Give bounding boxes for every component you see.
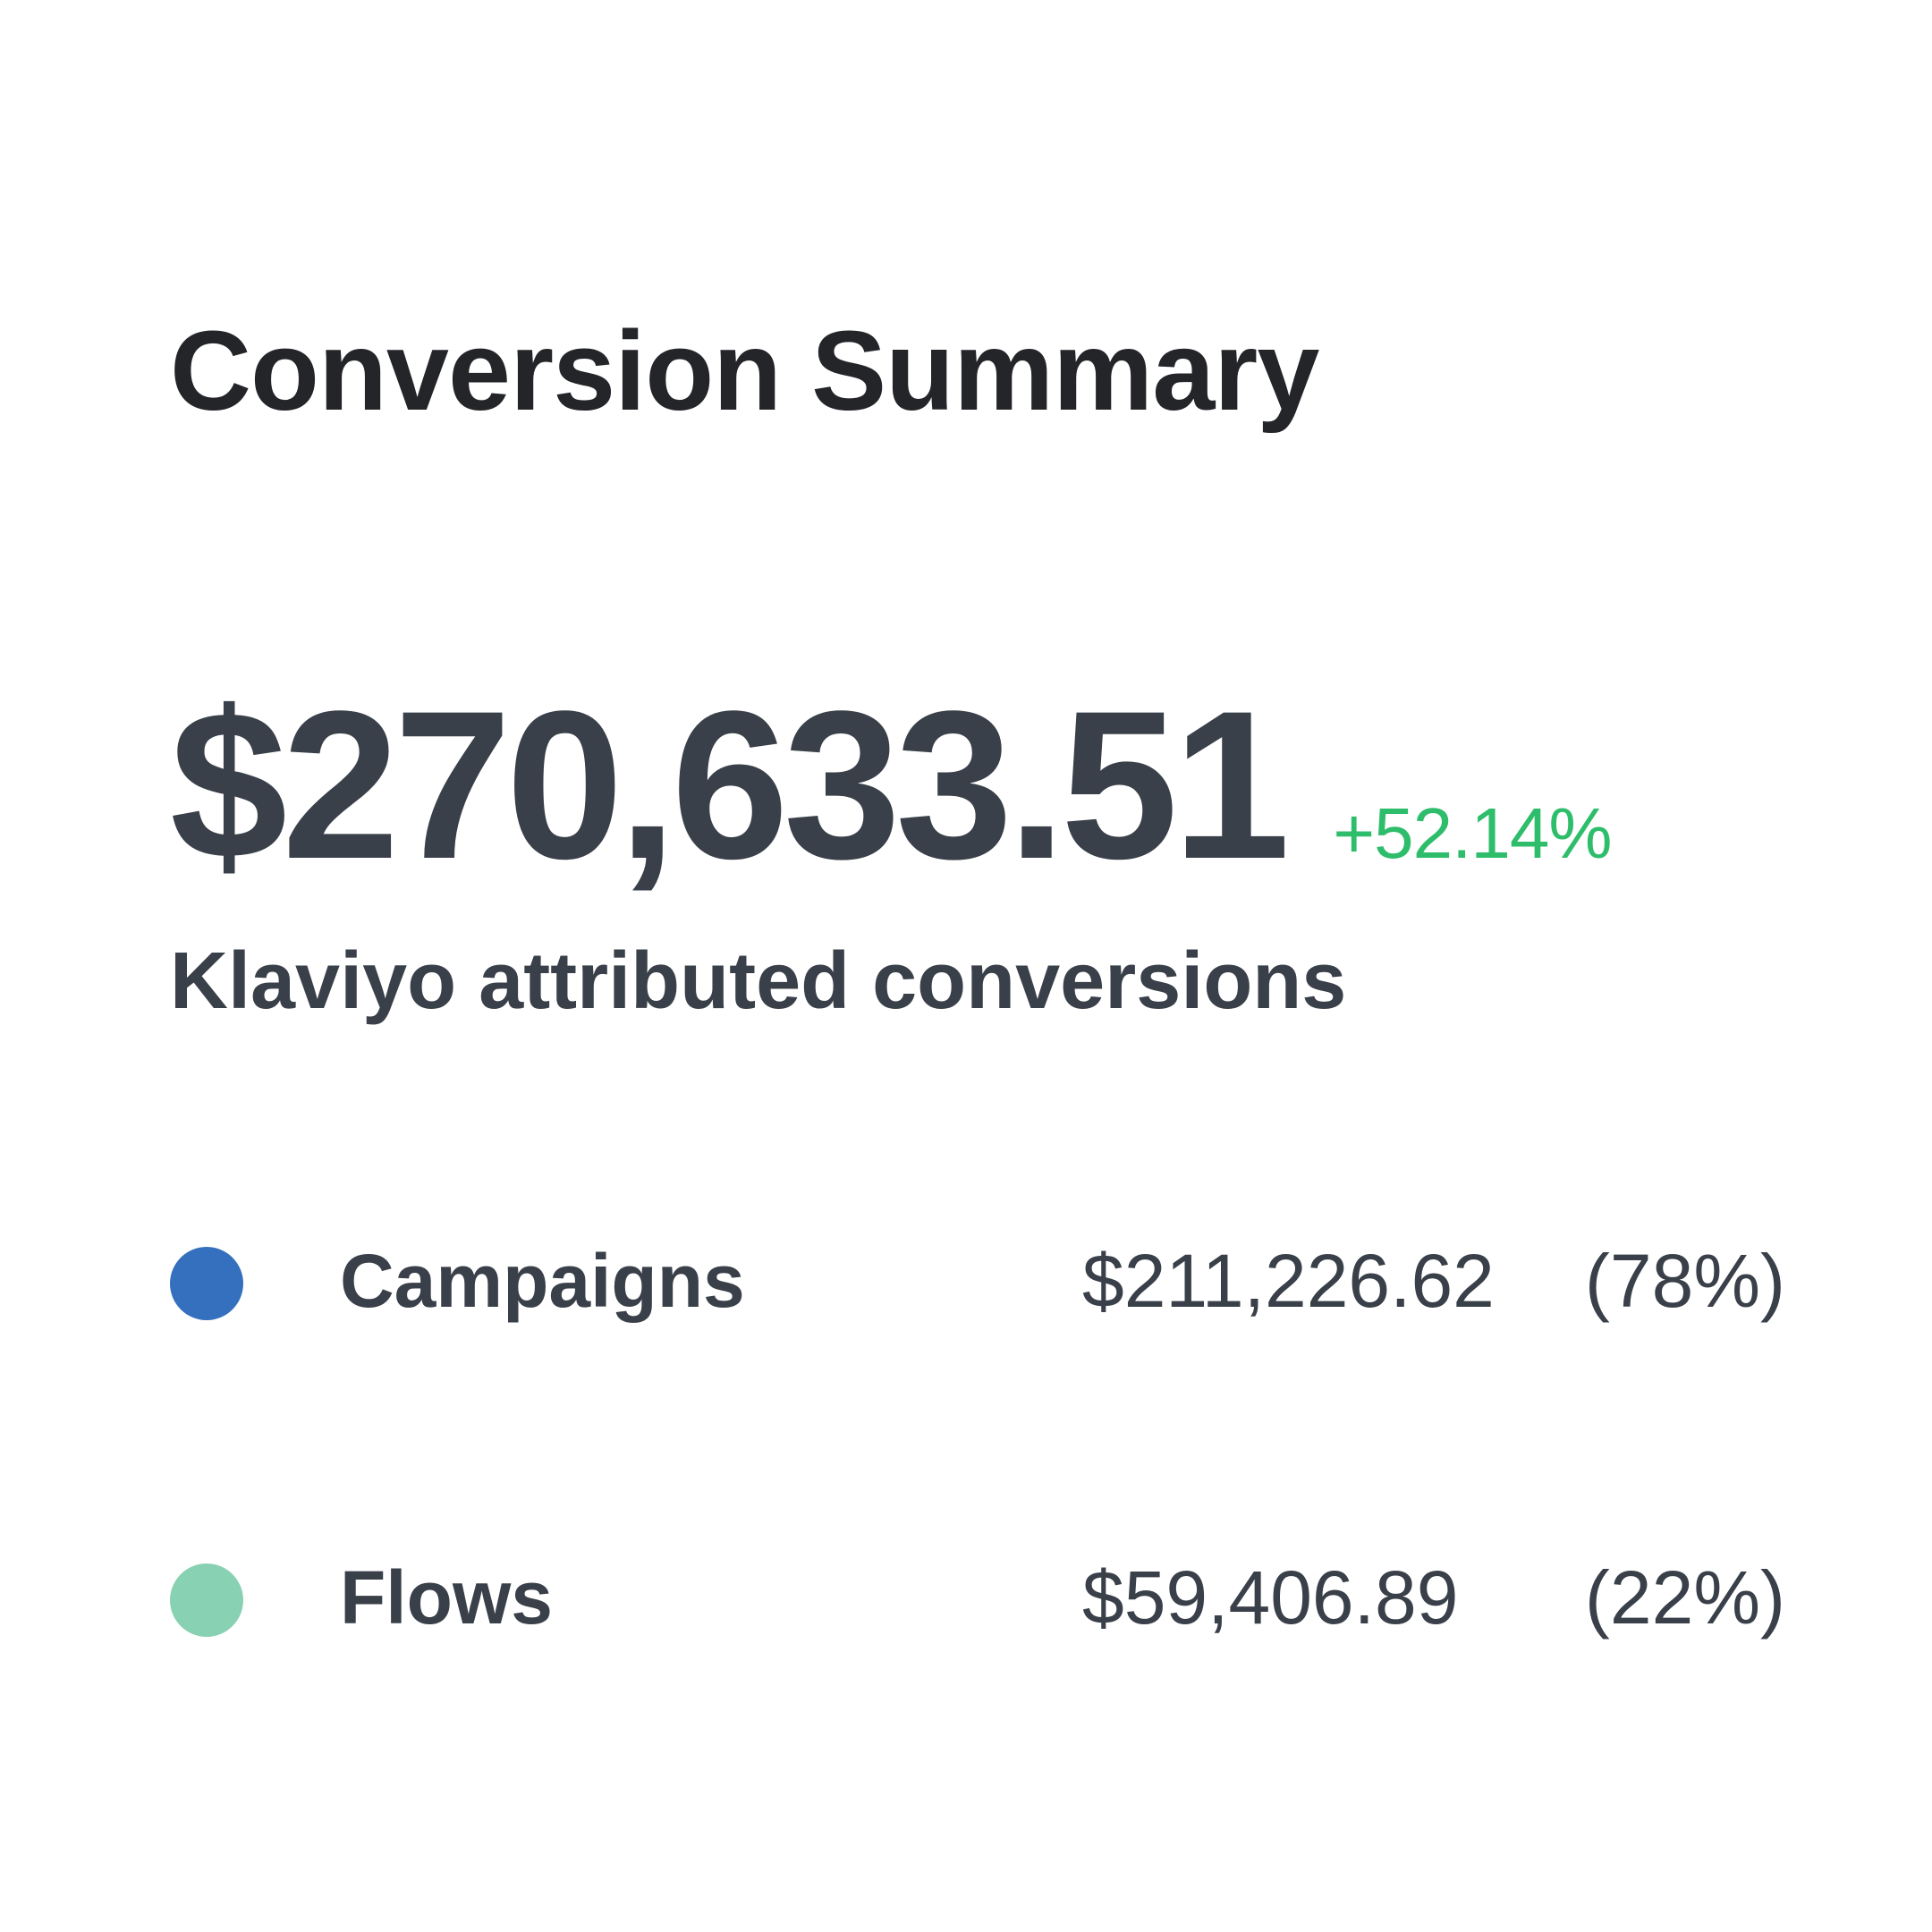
flows-color-dot (170, 1563, 243, 1637)
legend-label: Campaigns (340, 1239, 745, 1323)
legend-value: $59,406.89 (1082, 1555, 1459, 1640)
total-row: $270,633.51 +52.14% (170, 667, 1612, 903)
legend-percentage: (22%) (1584, 1555, 1785, 1640)
total-conversions-value: $270,633.51 (170, 667, 1290, 903)
card-title: Conversion Summary (170, 308, 1319, 434)
legend-item-campaigns: Campaigns $211,226.62 (78%) (170, 1240, 1798, 1329)
legend-percentage: (78%) (1584, 1239, 1785, 1323)
legend-label: Flows (340, 1555, 554, 1640)
legend-item-flows: Flows $59,406.89 (22%) (170, 1556, 1798, 1646)
legend-value: $211,226.62 (1082, 1239, 1495, 1323)
campaigns-color-dot (170, 1247, 243, 1320)
total-description: Klaviyo attributed conversions (170, 936, 1347, 1026)
change-percentage: +52.14% (1333, 793, 1612, 873)
